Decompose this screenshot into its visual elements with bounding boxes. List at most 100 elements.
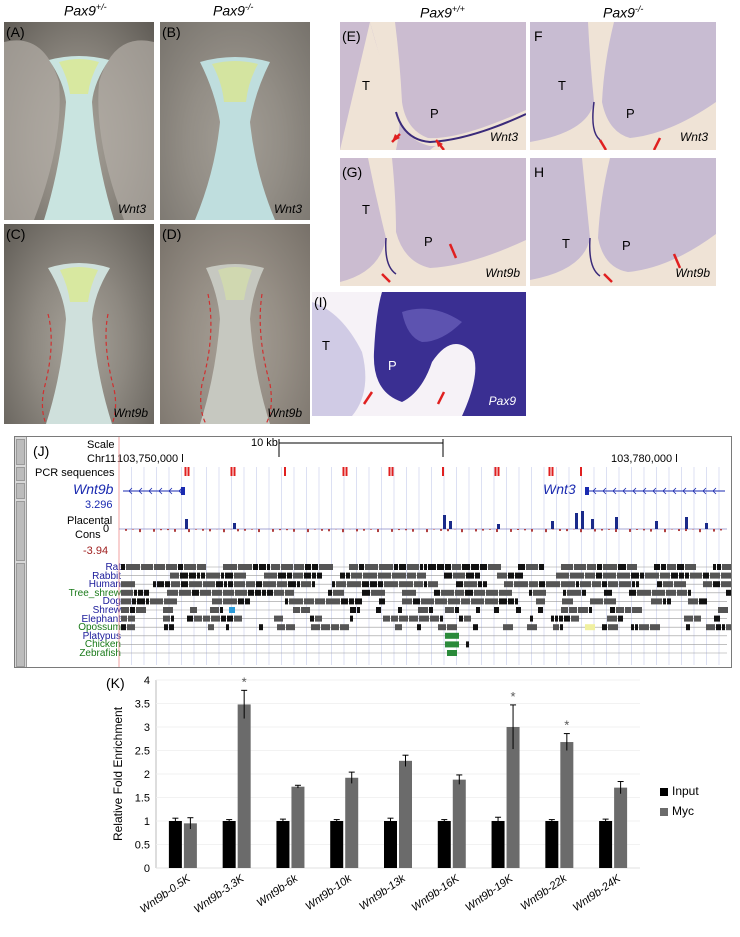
alignment-block xyxy=(340,624,349,631)
alignment-block xyxy=(379,564,393,570)
browser-tracks xyxy=(118,437,731,667)
y-tick-label: 0.5 xyxy=(135,840,150,852)
alignment-block xyxy=(407,564,419,570)
cons-dip xyxy=(545,529,547,533)
pcr-marker xyxy=(391,467,394,476)
wnt3-strand-arrow xyxy=(682,487,687,495)
alignment-block xyxy=(311,624,320,631)
cons-dip xyxy=(440,529,442,531)
alignment-block xyxy=(471,564,479,570)
alignment-block xyxy=(667,564,676,570)
pcr-marker xyxy=(345,467,348,476)
y-tick-label: 4 xyxy=(144,675,150,687)
panel-b-image xyxy=(160,22,310,220)
header-pax9-ko-right: Pax9-/- xyxy=(603,4,643,21)
panel-c-gene: Wnt9b xyxy=(113,406,148,420)
alignment-block xyxy=(216,581,223,588)
alignment-block xyxy=(488,564,501,570)
alignment-block xyxy=(319,564,333,570)
panel-e-label: (E) xyxy=(342,28,361,44)
alignment-block xyxy=(121,581,135,588)
y-tick-label: 3.5 xyxy=(135,699,150,711)
alignment-block xyxy=(289,598,303,605)
alignment-block xyxy=(304,572,311,579)
alignment-block xyxy=(121,564,125,570)
alignment-block xyxy=(350,607,356,613)
panel-b-gene: Wnt3 xyxy=(273,202,302,216)
alignment-block xyxy=(350,615,353,622)
cons-dip xyxy=(426,529,428,533)
cons-dip xyxy=(566,529,568,532)
panel-d-image xyxy=(160,224,310,424)
panel-f-label: F xyxy=(534,28,543,44)
alignment-block xyxy=(462,564,470,570)
alignment-block xyxy=(671,572,678,579)
significance-star: * xyxy=(511,689,516,704)
alignment-block xyxy=(235,589,247,596)
cons-dip xyxy=(132,529,134,530)
alignment-block xyxy=(499,598,507,605)
alignment-block xyxy=(713,564,716,570)
species-label: Opossum xyxy=(78,622,121,634)
alignment-block xyxy=(206,572,220,579)
alignment-block xyxy=(473,624,478,631)
alignment-block xyxy=(677,589,687,596)
alignment-block xyxy=(121,615,127,622)
alignment-block xyxy=(722,624,725,631)
alignment-block xyxy=(571,615,579,622)
alignment-block xyxy=(194,615,202,622)
alignment-block xyxy=(694,615,701,622)
alignment-block xyxy=(208,624,214,631)
alignment-block xyxy=(336,581,346,588)
alignment-block xyxy=(121,607,129,613)
cons-dip xyxy=(223,529,225,533)
alignment-block xyxy=(128,615,135,622)
y-tick-label: 2.5 xyxy=(135,746,150,758)
alignment-block xyxy=(589,607,592,613)
x-tick-label: Wnt9b-10k xyxy=(303,872,354,913)
wnt3-strand-arrow xyxy=(642,487,647,495)
cons-dip xyxy=(244,529,246,531)
alignment-block xyxy=(297,581,300,588)
alignment-block xyxy=(632,607,642,613)
browser-cons-label-2: Cons xyxy=(75,529,101,541)
alignment-block xyxy=(301,607,310,613)
alignment-block xyxy=(688,589,691,596)
panel-e-gene: Wnt3 xyxy=(489,130,518,144)
alignment-block xyxy=(179,589,191,596)
alignment-block xyxy=(559,615,563,622)
alignment-block xyxy=(640,572,644,579)
cons-dip xyxy=(314,529,316,530)
alignment-block xyxy=(514,581,528,588)
cons-dip xyxy=(594,529,596,532)
pcr-marker xyxy=(442,467,444,476)
chart-panel-label: (K) xyxy=(106,675,125,691)
alignment-block xyxy=(430,615,439,622)
alignment-block xyxy=(259,624,263,631)
cons-dip xyxy=(461,529,463,533)
alignment-block xyxy=(438,624,446,631)
alignment-block xyxy=(448,598,460,605)
alignment-block xyxy=(262,589,266,596)
alignment-block xyxy=(530,615,533,622)
alignment-block xyxy=(351,572,362,579)
alignment-block xyxy=(464,581,477,588)
alignment-block xyxy=(607,615,617,622)
panel-d-label: (D) xyxy=(162,226,182,242)
panel-d-wholemount: (D) Wnt9b xyxy=(160,224,310,424)
alignment-block xyxy=(246,581,255,588)
cons-peak xyxy=(591,519,594,529)
bar-myc xyxy=(452,779,466,868)
alignment-block xyxy=(398,607,402,613)
alignment-block xyxy=(560,624,563,631)
alignment-block xyxy=(617,572,630,579)
alignment-block xyxy=(187,615,193,622)
browser-coord-right: 103,780,000 l xyxy=(611,453,678,465)
alignment-block xyxy=(429,607,433,613)
panel-h-t: T xyxy=(562,236,570,251)
bar-myc xyxy=(345,777,359,868)
cons-dip xyxy=(699,529,701,533)
alignment-block xyxy=(459,615,463,622)
alignment-block xyxy=(399,581,413,588)
cons-dip xyxy=(475,529,477,532)
